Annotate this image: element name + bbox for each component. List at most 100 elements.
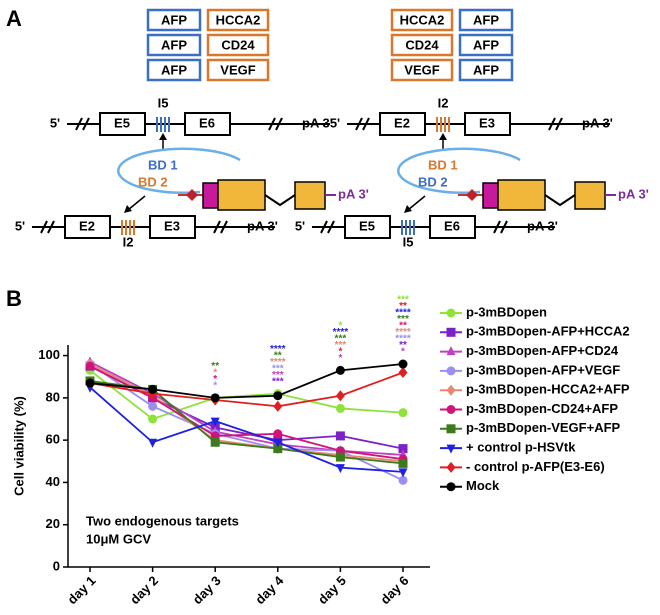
significance-stars: ** xyxy=(399,301,407,312)
panel-label: A xyxy=(6,6,22,31)
exon-label: E5 xyxy=(359,218,375,233)
exon xyxy=(99,112,146,136)
series-line xyxy=(89,386,404,473)
target-box xyxy=(458,58,514,82)
point xyxy=(273,429,283,439)
significance-stars: **** xyxy=(395,327,411,338)
significance-stars: * xyxy=(213,367,217,378)
annotation: Two endogenous targets xyxy=(86,513,239,528)
significance-stars: * xyxy=(338,347,342,358)
break xyxy=(355,117,363,131)
break xyxy=(275,117,283,131)
point xyxy=(148,401,158,411)
five-prime: 5' xyxy=(50,115,60,130)
poly-a: pA 3' xyxy=(582,115,613,130)
significance-stars: **** xyxy=(333,327,349,338)
panel-b: B 0 20 40 60 80 100 Cell viability (%) day 1 day … xyxy=(6,286,630,607)
exon-label: E6 xyxy=(444,218,460,233)
splice xyxy=(544,194,576,207)
significance-stars: **** xyxy=(395,334,411,345)
legend-label: p-3mBDopen-AFP+HCCA2 xyxy=(466,324,630,339)
diamond xyxy=(186,189,198,201)
exon-label: E2 xyxy=(394,115,410,130)
arrow-head xyxy=(159,133,167,140)
intron-label: I2 xyxy=(438,95,449,110)
gene-box xyxy=(294,181,326,210)
significance-stars: * xyxy=(401,347,405,358)
point xyxy=(273,444,283,454)
legend-label: p-3mBDopen-AFP+CD24 xyxy=(466,343,619,358)
y-tick-label: 80 xyxy=(46,389,60,404)
point xyxy=(398,458,408,468)
point xyxy=(446,327,456,337)
target-label: HCCA2 xyxy=(400,12,445,27)
point xyxy=(446,384,456,396)
break xyxy=(493,220,501,234)
point xyxy=(273,400,283,412)
point xyxy=(446,405,456,414)
target-label: AFP xyxy=(161,37,187,52)
five-prime: 5' xyxy=(330,115,340,130)
poly-a: pA 3' xyxy=(302,115,333,130)
point xyxy=(335,431,345,441)
series-line xyxy=(89,369,404,421)
exon xyxy=(64,215,111,239)
break xyxy=(320,220,328,234)
legend-label: - control p-AFP(E3-E6) xyxy=(466,459,605,474)
target-box xyxy=(458,33,514,57)
target-label: AFP xyxy=(473,12,499,27)
exon-label: E3 xyxy=(479,115,495,130)
promoter xyxy=(482,182,499,209)
gene-box xyxy=(574,181,606,210)
legend-label: p-3mBDopen-CD24+AFP xyxy=(466,401,618,416)
exon-label: E6 xyxy=(199,115,215,130)
bd-label: BD 2 xyxy=(418,174,448,189)
bd-label: BD 2 xyxy=(138,174,168,189)
point xyxy=(210,417,220,427)
break xyxy=(500,220,508,234)
arrow-head xyxy=(439,133,447,140)
break xyxy=(82,117,90,131)
point xyxy=(273,438,283,448)
significance-stars: *** xyxy=(272,376,284,387)
target-label: HCCA2 xyxy=(216,12,261,27)
poly-a: pA 3' xyxy=(247,218,278,233)
target-box xyxy=(390,58,454,82)
vector-ring xyxy=(117,147,241,194)
target-box xyxy=(146,33,202,57)
y-tick-label: 0 xyxy=(53,558,60,573)
point xyxy=(446,444,456,454)
significance-stars: ** xyxy=(399,321,407,332)
poly-a: pA 3' xyxy=(527,218,558,233)
target-label: AFP xyxy=(161,62,187,77)
significance-stars: *** xyxy=(335,334,347,345)
significance-stars: * xyxy=(338,321,342,332)
point xyxy=(335,365,345,375)
point xyxy=(398,408,408,418)
break xyxy=(220,220,228,234)
target-label: AFP xyxy=(473,37,499,52)
point xyxy=(398,468,408,478)
bd-label: BD 1 xyxy=(148,157,178,172)
five-prime: 5' xyxy=(15,218,25,233)
target-box xyxy=(146,8,202,32)
y-tick-label: 100 xyxy=(38,347,60,362)
vector-ring xyxy=(397,147,521,194)
significance-stars: * xyxy=(213,374,217,385)
point xyxy=(335,403,345,413)
series-line xyxy=(89,371,404,408)
x-tick-label: day 4 xyxy=(252,572,287,607)
target-box xyxy=(146,58,202,82)
legend-label: p-3mBDopen-VEGF+AFP xyxy=(466,420,621,435)
exon xyxy=(379,112,426,136)
intron-label: I5 xyxy=(158,95,169,110)
point xyxy=(335,464,345,474)
break xyxy=(213,220,221,234)
target-label: AFP xyxy=(473,62,499,77)
break xyxy=(548,117,556,131)
significance-stars: * xyxy=(338,353,342,364)
point xyxy=(210,393,220,403)
arrow xyxy=(407,195,426,211)
splice xyxy=(264,194,296,207)
